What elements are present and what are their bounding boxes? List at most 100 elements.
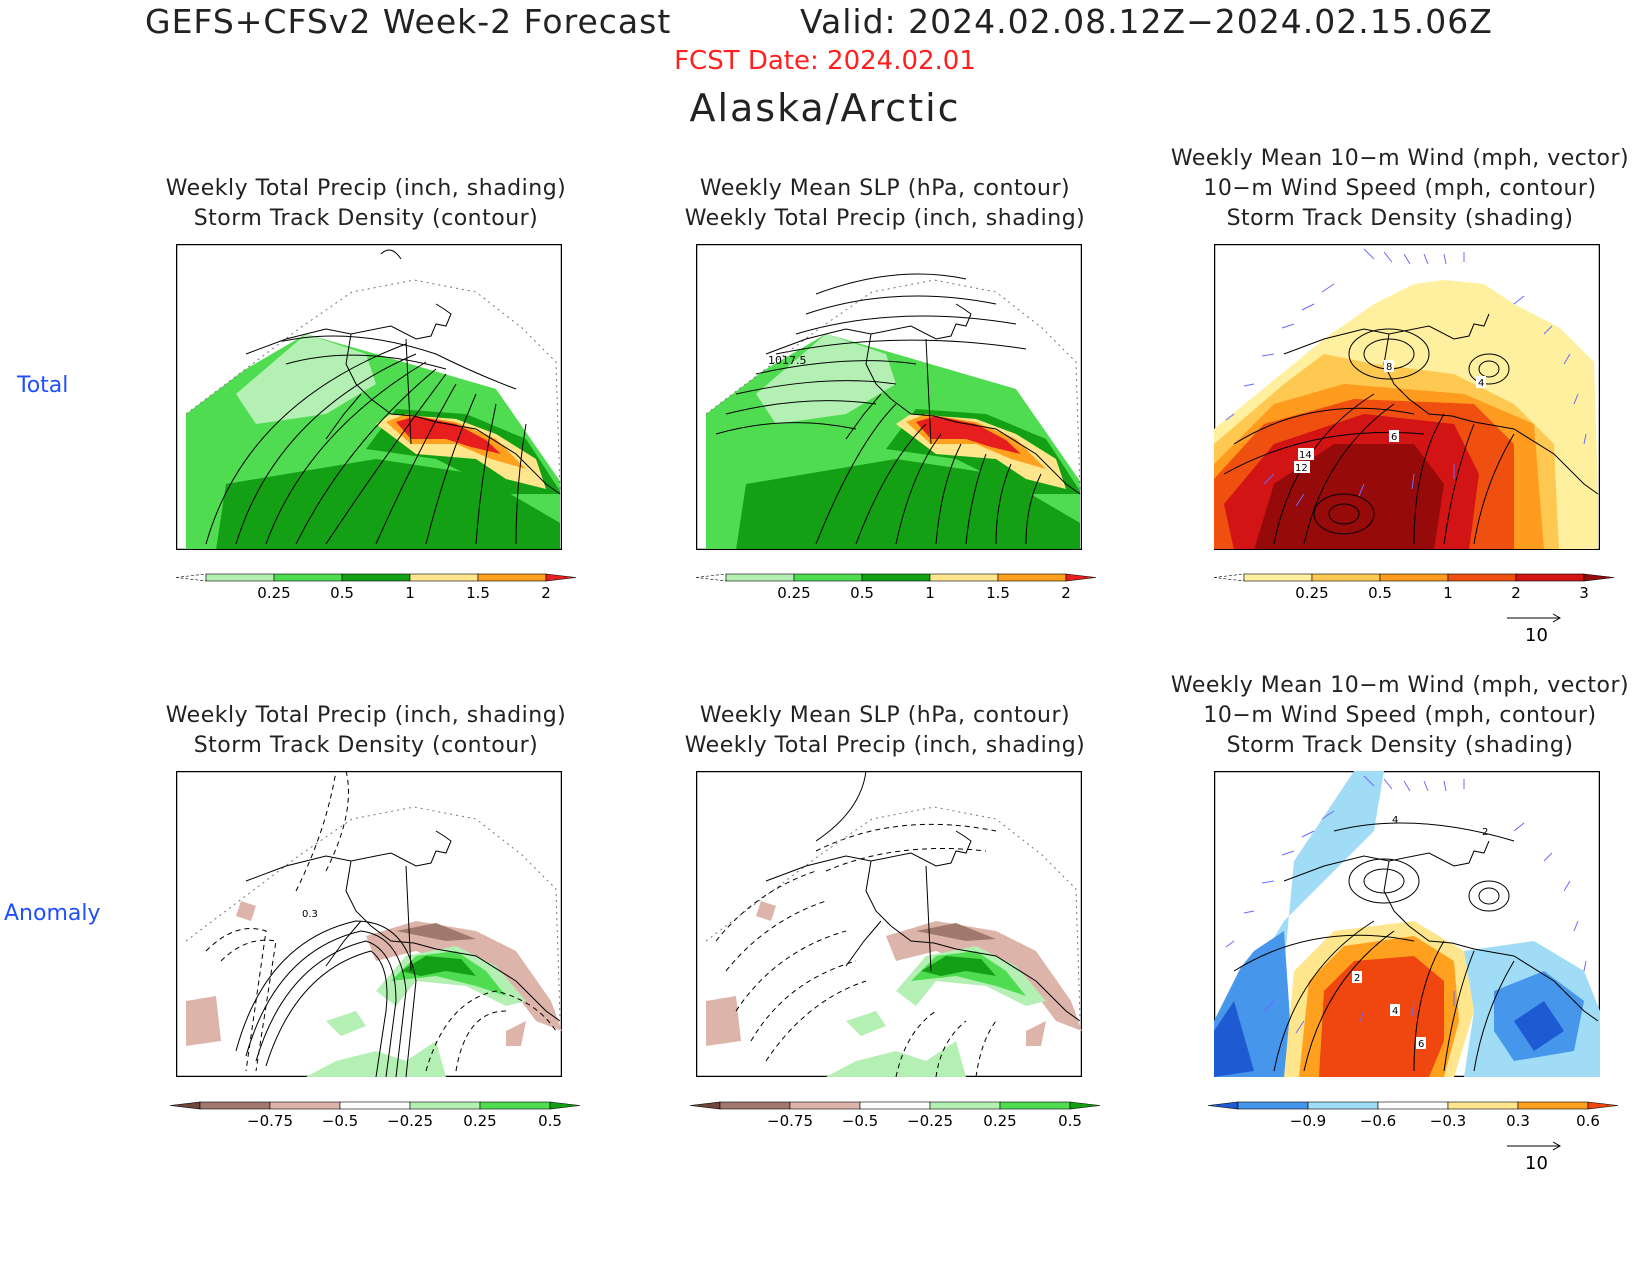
storm-anom-fill <box>1319 956 1444 1077</box>
precip-anom-fill <box>916 923 996 941</box>
precip-anom-fill <box>326 1011 366 1036</box>
colorbar-tick-label: −0.5 <box>322 1112 358 1130</box>
panel1-map <box>176 244 562 550</box>
colorbar-left-extend <box>176 573 207 582</box>
colorbar-swatch <box>1307 1101 1379 1110</box>
panel4-title: Weekly Total Precip (inch, shading) Stor… <box>136 701 596 761</box>
panel2-title: Weekly Mean SLP (hPa, contour) Weekly To… <box>655 174 1115 234</box>
precip-anom-fill <box>826 1041 966 1077</box>
contour-label: 4 <box>1392 815 1398 826</box>
contour-label: 4 <box>1478 378 1484 389</box>
precip-anom-fill <box>401 956 476 976</box>
colorbar-tick-label: 0.5 <box>1058 1112 1082 1130</box>
coastline <box>765 303 1081 495</box>
colorbar-swatch <box>477 573 547 582</box>
precip-anom-fill <box>921 956 996 976</box>
colorbar-storm-total: 0.250.51234 <box>1214 573 1614 602</box>
slp-anom-contours-positive <box>815 771 867 842</box>
vector-reference-label: 10 <box>1525 1153 1548 1174</box>
colorbar-left-extend <box>1208 1101 1239 1110</box>
colorbar-tick-label: 1.5 <box>466 584 490 602</box>
forecast-date: FCST Date: 2024.02.01 <box>674 46 976 76</box>
colorbar-right-extend <box>1065 573 1096 582</box>
label-box <box>1390 1004 1400 1016</box>
colorbar-tick-label: −0.6 <box>1360 1112 1396 1130</box>
panel6-title: Weekly Mean 10−m Wind (mph, vector) 10−m… <box>1160 671 1640 761</box>
arrow-head-icon <box>1552 1141 1562 1151</box>
colorbar-tick-label: 0.5 <box>330 584 354 602</box>
panel3-title: Weekly Mean 10−m Wind (mph, vector) 10−m… <box>1160 144 1640 234</box>
colorbar-tick-label: 1 <box>1443 584 1453 602</box>
label-box <box>1352 971 1362 983</box>
colorbar-swatch <box>1517 1101 1589 1110</box>
colorbar-swatch <box>1447 1101 1519 1110</box>
colorbar-tick-label: 0.25 <box>777 584 810 602</box>
coastline <box>1283 840 1599 1022</box>
precip-anom-fill <box>886 921 1082 1031</box>
colorbar-swatch <box>1237 1101 1309 1110</box>
precip-anom-fill <box>1026 1021 1046 1046</box>
colorbar-swatch <box>725 573 795 582</box>
colorbar-right-extend <box>545 573 576 582</box>
vector-reference-label: 10 <box>1525 625 1548 646</box>
colorbar-right-extend <box>1583 573 1614 582</box>
colorbar-swatch <box>929 1101 1001 1110</box>
colorbar-tick-label: 0.25 <box>463 1112 496 1130</box>
colorbar-left-extend <box>1214 573 1245 582</box>
panel4-title-line1: Weekly Total Precip (inch, shading) <box>165 703 567 728</box>
colorbar-swatch <box>1311 573 1381 582</box>
colorbar-precip-anom: −0.75−0.5−0.250.250.50.75 <box>170 1101 580 1130</box>
panel2-title-line2: Weekly Total Precip (inch, shading) <box>684 206 1086 231</box>
precip-anom-fill <box>396 923 476 941</box>
panel3-map: 8 4 6 14 12 <box>1214 244 1600 550</box>
panel6-map: 4 2 2 4 6 <box>1214 771 1600 1077</box>
panel2-map: 1017.5 <box>696 244 1082 550</box>
colorbar-tick-label: 0.5 <box>538 1112 562 1130</box>
precip-anom-fill <box>186 996 221 1046</box>
row-label-total: Total <box>17 373 69 398</box>
colorbar-swatch <box>719 1101 791 1110</box>
colorbar-tick-label: 0.5 <box>1368 584 1392 602</box>
contour-label: 12 <box>1295 463 1308 474</box>
colorbar-tick-label: 0.25 <box>257 584 290 602</box>
domain-boundary <box>705 806 1081 1020</box>
colorbar-swatch <box>1515 573 1585 582</box>
panel1-title-line1: Weekly Total Precip (inch, shading) <box>165 176 567 201</box>
label-box <box>1298 448 1314 460</box>
storm-density-contours <box>205 335 527 545</box>
colorbar-precip-total-2: 0.250.511.522.5 <box>696 573 1096 602</box>
colorbar-tick-label: 2 <box>1511 584 1521 602</box>
main-title: GEFS+CFSv2 Week-2 Forecast <box>145 2 672 41</box>
slp-anom-contours-negative <box>715 823 997 1077</box>
colorbar-swatch <box>199 1101 271 1110</box>
contour-label: 6 <box>1391 432 1397 443</box>
wind-vectors <box>1225 775 1587 1034</box>
precip-fill <box>396 416 501 454</box>
contour-label: 0.3 <box>302 909 318 920</box>
precip-anom-fill <box>756 901 776 921</box>
precip-fill <box>756 334 896 424</box>
colorbar-swatch <box>1447 573 1517 582</box>
colorbar-swatch <box>409 1101 481 1110</box>
precip-anom-fill <box>366 921 562 1031</box>
coastline <box>245 303 561 495</box>
precip-anom-fill <box>846 1011 886 1036</box>
colorbar-tick-label: 0.25 <box>983 1112 1016 1130</box>
panel5-title-line2: Weekly Total Precip (inch, shading) <box>684 733 1086 758</box>
wind-speed-labels: 4 2 2 4 6 <box>1352 815 1488 1050</box>
colorbar-left-extend <box>696 573 727 582</box>
contour-label: 2 <box>1482 827 1488 838</box>
coastline <box>1283 313 1599 495</box>
storm-anom-fill <box>1514 1001 1564 1051</box>
storm-density-anom-contours-negative <box>205 771 557 1072</box>
colorbar-swatch <box>479 1101 551 1110</box>
label-box <box>1294 461 1310 473</box>
colorbar-tick-label: −0.75 <box>767 1112 813 1130</box>
domain-boundary <box>705 279 1081 493</box>
colorbar-swatch <box>1379 573 1449 582</box>
domain-boundary <box>185 806 561 1020</box>
precip-fill <box>916 416 1021 454</box>
colorbar-swatch <box>339 1101 411 1110</box>
coastline <box>380 249 402 260</box>
label-box <box>1389 430 1399 442</box>
